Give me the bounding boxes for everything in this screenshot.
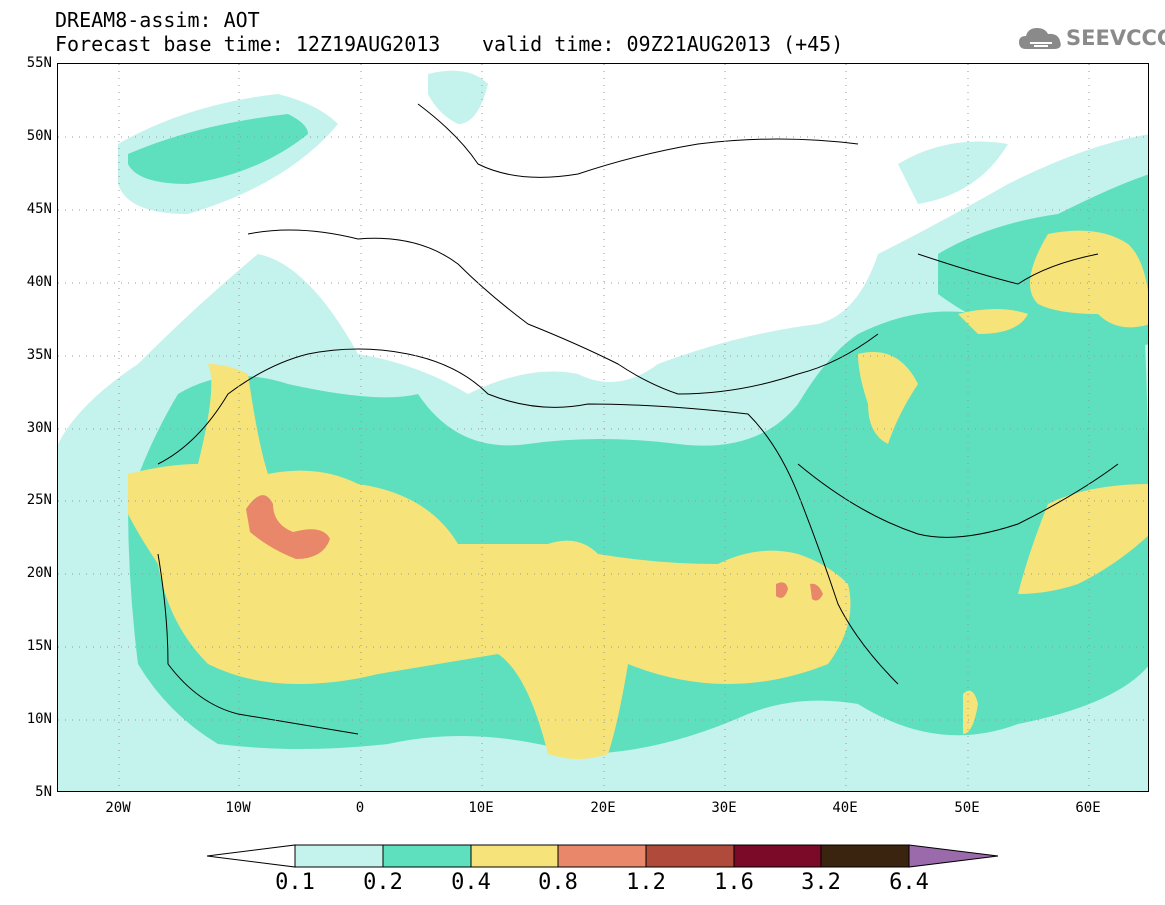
graticule (58, 64, 1148, 791)
colorbar-swatch (733, 844, 822, 868)
colorbar-label: 0.2 (363, 870, 403, 895)
title-line1: DREAM8-assim: AOT (55, 8, 260, 32)
lat-tick: 20N (26, 565, 52, 581)
colorbar-swatch (382, 844, 472, 868)
logo-text: SEEVCCC (1066, 26, 1165, 50)
forecast-base-time: Forecast base time: 12Z19AUG2013 (55, 32, 441, 56)
map-panel (57, 63, 1149, 792)
lon-tick: 40E (832, 800, 858, 816)
lat-tick: 35N (26, 347, 52, 363)
lat-tick: 25N (26, 492, 52, 508)
aot-map (58, 64, 1148, 791)
colorbar-label: 6.4 (889, 870, 929, 895)
aot-band-0.8 (246, 495, 823, 601)
colorbar-swatch (557, 844, 647, 868)
lon-tick: 30E (711, 800, 737, 816)
lon-tick: 10E (468, 800, 494, 816)
lon-tick: 10W (225, 800, 251, 816)
colorbar-over-arrow (908, 844, 999, 868)
coastlines (157, 103, 1119, 735)
aot-band-0.4 (128, 230, 1148, 759)
lon-tick: 0 (355, 800, 365, 816)
colorbar-swatch (294, 844, 384, 868)
lon-tick: 60E (1075, 800, 1101, 816)
colorbar-label: 0.1 (275, 870, 315, 895)
cloud-icon (1019, 28, 1061, 49)
colorbar-label: 0.4 (451, 870, 491, 895)
lat-tick: 10N (26, 711, 52, 727)
lat-tick: 5N (35, 784, 52, 800)
seevccc-logo: SEEVCCC (1018, 24, 1165, 54)
lat-tick: 55N (26, 55, 52, 71)
lat-tick: 40N (26, 274, 52, 290)
lon-tick: 20E (590, 800, 616, 816)
colorbar-label: 1.6 (714, 870, 754, 895)
lat-tick: 50N (26, 128, 52, 144)
lon-tick: 20W (105, 800, 131, 816)
lat-tick: 15N (26, 638, 52, 654)
colorbar-label: 3.2 (801, 870, 841, 895)
colorbar-label: 1.2 (626, 870, 666, 895)
colorbar-swatch (645, 844, 735, 868)
colorbar (207, 844, 999, 868)
lon-tick: 50E (954, 800, 980, 816)
valid-time: valid time: 09Z21AUG2013 (+45) (482, 32, 844, 56)
colorbar-under-arrow (207, 844, 296, 868)
lat-tick: 45N (26, 201, 52, 217)
lat-tick: 30N (26, 420, 52, 436)
colorbar-swatch (470, 844, 559, 868)
colorbar-swatch (820, 844, 910, 868)
colorbar-label: 0.8 (538, 870, 578, 895)
